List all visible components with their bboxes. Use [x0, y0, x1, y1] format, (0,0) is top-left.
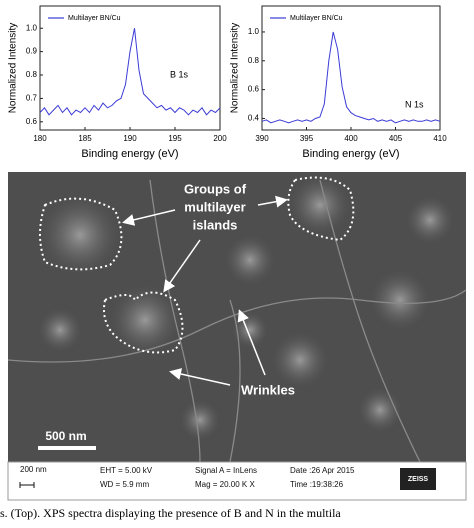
- legend-label: Multilayer BN/Cu: [290, 15, 343, 22]
- y-tick-label: 0.7: [26, 94, 38, 103]
- x-axis-label: Binding energy (eV): [81, 148, 178, 160]
- info-text: EHT = 5.00 kV: [100, 466, 153, 475]
- x-tick-label: 405: [389, 134, 403, 143]
- callout: Groups of: [184, 181, 247, 196]
- logo: ZEISS: [408, 476, 429, 483]
- x-tick-label: 195: [168, 134, 182, 143]
- y-axis-label: Normalized Intensity: [8, 23, 19, 114]
- info-text: Time :19:38:26: [290, 480, 344, 489]
- sem-image: Groups of multilayer islands Wrinkles 50…: [7, 172, 467, 463]
- y-tick-label: 1.0: [248, 27, 260, 36]
- x-tick-label: 395: [300, 134, 314, 143]
- plot-frame: [39, 5, 221, 131]
- callout: Wrinkles: [241, 382, 295, 397]
- y-tick-label: 0.4: [248, 114, 260, 123]
- y-tick-label: 0.6: [26, 117, 38, 126]
- x-axis-label: Binding energy (eV): [302, 148, 399, 160]
- chart: 0.4 0.6 0.8 1.0 390 395 400 405 410 Binding energ…: [230, 5, 447, 160]
- callout: islands: [193, 217, 238, 232]
- x-tick-label: 400: [344, 134, 358, 143]
- y-tick-label: 1.0: [26, 23, 38, 32]
- x-tick-label: 180: [33, 134, 47, 143]
- y-tick-label: 0.8: [248, 56, 260, 65]
- info-text: WD = 5.9 mm: [100, 480, 149, 489]
- x-tick-label: 390: [255, 134, 269, 143]
- info-bar: 200 nm EHT = 5.00 kV WD = 5.9 mm Signal …: [7, 461, 467, 501]
- x-tick-label: 190: [123, 134, 137, 143]
- x-tick-label: 410: [433, 134, 447, 143]
- y-tick-label: 0.8: [26, 70, 38, 79]
- y-axis-label: Normalized Intensity: [230, 23, 241, 114]
- x-tick-label: 185: [78, 134, 92, 143]
- data-line: [261, 31, 441, 124]
- info-text: 200 nm: [20, 465, 47, 474]
- y-tick-label: 0.9: [26, 47, 38, 56]
- annotation: B 1s: [170, 69, 189, 79]
- info-text: Mag = 20.00 K X: [195, 480, 255, 489]
- legend-label: Multilayer BN/Cu: [68, 15, 121, 22]
- info-text: Signal A = InLens: [195, 466, 257, 475]
- annotation: N 1s: [405, 99, 424, 109]
- data-line: [39, 28, 221, 116]
- chart: 0.6 0.7 0.8 0.9 1.0 180 185 190 195 200 Binding en…: [8, 5, 227, 160]
- scale-label: 500 nm: [45, 429, 86, 443]
- caption: s. (Top). XPS spectra displaying the pre…: [0, 506, 341, 520]
- y-tick-label: 0.6: [248, 85, 260, 94]
- plot-frame: [261, 5, 441, 131]
- callout: multilayer: [184, 199, 245, 214]
- x-tick-label: 200: [213, 134, 227, 143]
- info-text: Date :26 Apr 2015: [290, 466, 355, 475]
